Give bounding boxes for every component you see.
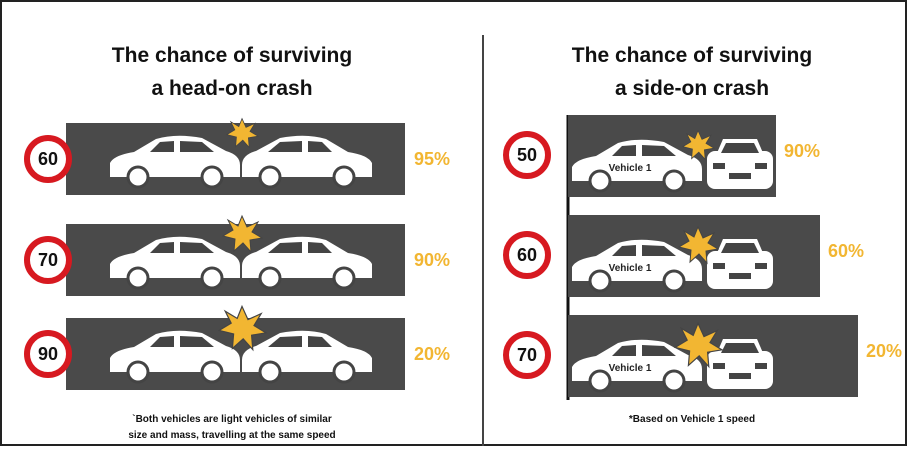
vehicle-label: Vehicle 1 <box>609 363 652 374</box>
speed-label: 60 <box>38 149 58 169</box>
title: a side-on crash <box>615 77 769 100</box>
survival-chance: 90% <box>784 141 820 161</box>
speed-label: 70 <box>517 345 537 365</box>
footnote: *Based on Vehicle 1 speed <box>629 414 755 425</box>
title: The chance of surviving <box>112 44 352 67</box>
speed-label: 60 <box>517 245 537 265</box>
speed-label: 70 <box>38 250 58 270</box>
vehicle-label: Vehicle 1 <box>609 263 652 274</box>
vehicle-label: Vehicle 1 <box>609 163 652 174</box>
footnote: size and mass, travelling at the same sp… <box>128 430 335 441</box>
survival-chance: 20% <box>866 341 902 361</box>
survival-chance: 60% <box>828 241 864 261</box>
title: a head-on crash <box>151 77 312 100</box>
speed-label: 90 <box>38 344 58 364</box>
infographic: The chance of surviving a head-on crash … <box>0 0 907 446</box>
footnote: `Both vehicles are light vehicles of sim… <box>132 414 332 425</box>
survival-chance: 95% <box>414 149 450 169</box>
survival-chance: 90% <box>414 250 450 270</box>
survival-chance: 20% <box>414 344 450 364</box>
speed-label: 50 <box>517 145 537 165</box>
title: The chance of surviving <box>572 44 812 67</box>
